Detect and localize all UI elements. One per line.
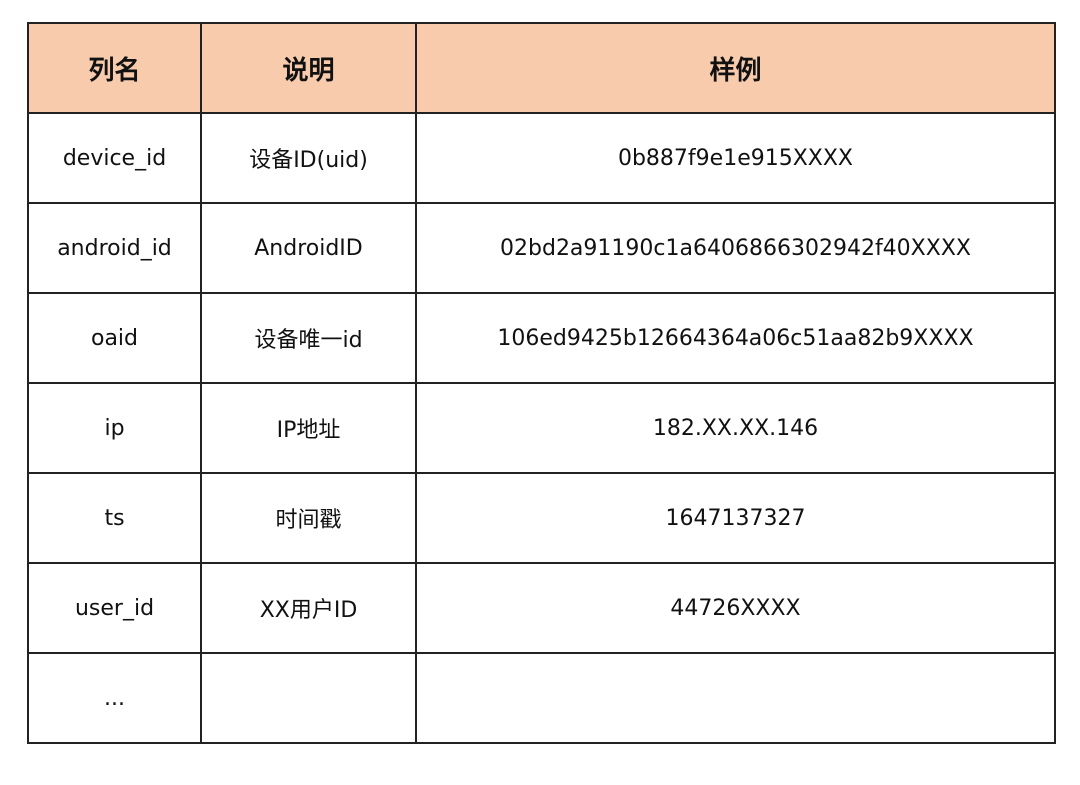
cell-example: 0b887f9e1e915XXXX: [415, 112, 1056, 204]
cell-column-name: ...: [27, 652, 202, 744]
table-row: user_id XX用户ID 44726XXXX: [27, 562, 1056, 654]
cell-column-name: user_id: [27, 562, 202, 654]
table-row: oaid 设备唯一id 106ed9425b12664364a06c51aa82b9…: [27, 292, 1056, 384]
table-row: ...: [27, 652, 1056, 744]
cell-column-name: oaid: [27, 292, 202, 384]
cell-column-name: ip: [27, 382, 202, 474]
cell-description: [200, 652, 417, 744]
cell-column-name: device_id: [27, 112, 202, 204]
table-row: android_id AndroidID 02bd2a91190c1a6406866…: [27, 202, 1056, 294]
header-description: 说明: [200, 22, 417, 114]
cell-column-name: android_id: [27, 202, 202, 294]
cell-example: 106ed9425b12664364a06c51aa82b9XXXX: [415, 292, 1056, 384]
header-example: 样例: [415, 22, 1056, 114]
table-row: device_id 设备ID(uid) 0b887f9e1e915XXXX: [27, 112, 1056, 204]
cell-example: [415, 652, 1056, 744]
table-row: ip IP地址 182.XX.XX.146: [27, 382, 1056, 474]
cell-example: 02bd2a91190c1a6406866302942f40XXXX: [415, 202, 1056, 294]
cell-example: 1647137327: [415, 472, 1056, 564]
cell-description: 设备唯一id: [200, 292, 417, 384]
cell-column-name: ts: [27, 472, 202, 564]
cell-description: 设备ID(uid): [200, 112, 417, 204]
header-row: 列名 说明 样例: [27, 22, 1056, 114]
cell-description: 时间戳: [200, 472, 417, 564]
cell-example: 182.XX.XX.146: [415, 382, 1056, 474]
cell-description: XX用户ID: [200, 562, 417, 654]
table-row: ts 时间戳 1647137327: [27, 472, 1056, 564]
cell-description: IP地址: [200, 382, 417, 474]
data-dictionary-table: 列名 说明 样例 device_id 设备ID(uid) 0b887f9e1e915…: [27, 22, 1056, 744]
cell-description: AndroidID: [200, 202, 417, 294]
cell-example: 44726XXXX: [415, 562, 1056, 654]
header-column-name: 列名: [27, 22, 202, 114]
